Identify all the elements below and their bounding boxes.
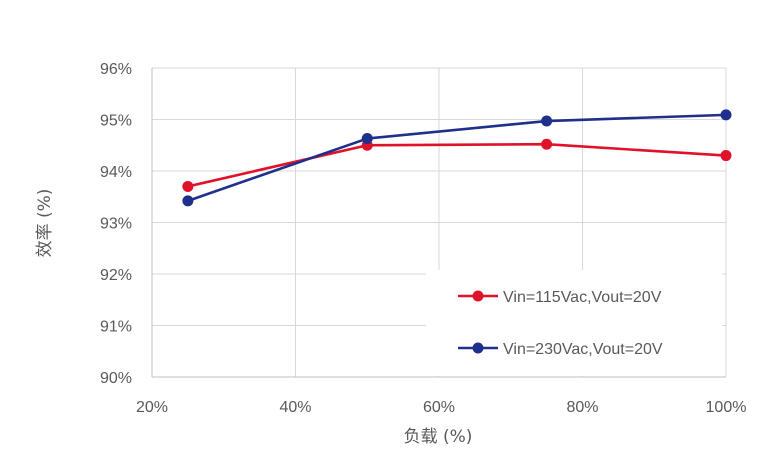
legend-swatch-marker: [472, 290, 484, 302]
series-layer: [182, 109, 732, 207]
grid-lines: [152, 67, 727, 377]
y-axis-ticks: 90% 91% 92% 93% 94% 95% 96%: [100, 61, 132, 387]
x-axis-ticks: 20% 40% 60% 80% 100%: [136, 399, 746, 416]
legend-background: [426, 270, 722, 376]
legend: Vin=115Vac,Vout=20V Vin=230Vac,Vout=20V: [458, 289, 663, 358]
x-axis-title: 负载 (%): [404, 427, 473, 447]
y-tick-label: 92%: [100, 267, 132, 284]
y-tick-label: 96%: [100, 61, 132, 78]
x-tick-label: 80%: [566, 399, 598, 416]
series-line: [187, 142, 727, 188]
x-tick-label: 40%: [279, 399, 311, 416]
x-tick-label: 100%: [706, 399, 747, 416]
series-2: [182, 109, 732, 207]
axes: [151, 68, 726, 378]
data-point: [361, 133, 373, 145]
data-point: [720, 150, 732, 162]
y-tick-label: 95%: [100, 113, 132, 130]
series-line: [187, 113, 727, 203]
y-tick-label: 91%: [100, 319, 132, 336]
data-point: [182, 195, 194, 207]
legend-item-2: Vin=230Vac,Vout=20V: [458, 341, 663, 358]
legend-item-1: Vin=115Vac,Vout=20V: [458, 289, 662, 306]
data-point: [720, 109, 732, 121]
data-point: [182, 180, 194, 192]
legend-label: Vin=230Vac,Vout=20V: [503, 341, 663, 358]
y-tick-label: 90%: [100, 370, 132, 387]
series-1: [182, 138, 732, 192]
y-tick-label: 93%: [100, 216, 132, 233]
x-tick-label: 20%: [136, 399, 168, 416]
x-tick-label: 60%: [423, 399, 455, 416]
legend-swatch-marker: [472, 342, 484, 354]
y-axis-title: 效率 (%): [35, 189, 55, 258]
legend-label: Vin=115Vac,Vout=20V: [503, 289, 662, 306]
data-point: [541, 138, 553, 150]
y-tick-label: 94%: [100, 164, 132, 181]
data-point: [541, 115, 553, 127]
